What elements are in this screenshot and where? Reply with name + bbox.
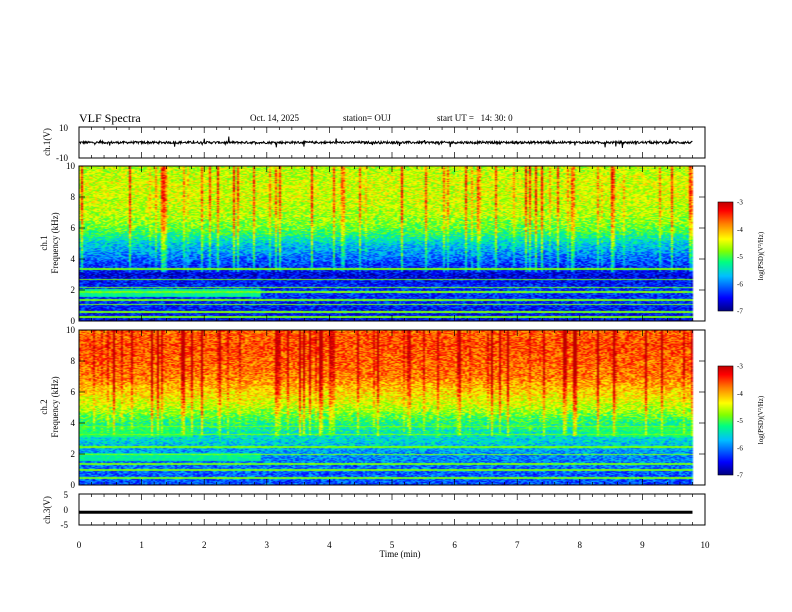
date-label: Oct. 14, 2025 — [250, 113, 299, 123]
frequency-tick-label: 4 — [71, 418, 76, 428]
frequency-tick-label: 0 — [71, 480, 76, 490]
frequency-tick-label: 10 — [66, 325, 76, 335]
colorbar-tick-label: -5 — [737, 253, 743, 261]
ch3-ylabel: ch.3(V) — [42, 496, 52, 524]
colorbar-tick-label: -5 — [737, 417, 743, 425]
colorbar-tick-label: -4 — [737, 390, 743, 398]
ch1-spectrogram-image — [79, 166, 705, 321]
frequency-tick-label: 2 — [71, 285, 76, 295]
ch2-colorbar-label: log(PSD)(V²/Hz) — [757, 395, 765, 444]
ch1-spectrogram-yticks: 0 2 4 6 8 10 — [66, 161, 705, 326]
time-tick-label: 5 — [390, 540, 395, 550]
time-tick-label: 3 — [265, 540, 270, 550]
ch1-colorbar-scale — [717, 201, 734, 312]
frequency-tick-label: 4 — [71, 254, 76, 264]
time-axis-label: Time (min) — [380, 549, 421, 559]
time-axis-tick-labels: 0 1 2 3 4 5 6 7 8 9 10 — [77, 540, 710, 550]
ch1-colorbar-ticks: -3 -4 -5 -6 -7 — [737, 199, 743, 316]
time-tick-label: 0 — [77, 540, 82, 550]
frequency-tick-label: 8 — [71, 356, 76, 366]
colorbar-tick-label: -6 — [737, 444, 743, 452]
ch2-spectrogram-yticks: 0 2 4 6 8 10 — [66, 325, 705, 490]
time-axis-ticks — [78, 127, 706, 525]
ch1-spectrogram-ylabel-2: Frequency (kHz) — [50, 212, 60, 273]
frequency-tick-label: 2 — [71, 449, 76, 459]
ch1-spectrogram-panel: 0 2 4 6 8 10 ch.1 Frequency (kHz) — [39, 161, 706, 326]
ch1-colorbar-label: log(PSD)(V²/Hz) — [757, 231, 765, 280]
ch1-waveform-line — [78, 136, 693, 149]
ch2-spectrogram-panel: 0 2 4 6 8 10 ch.2 Frequency (kHz) — [39, 325, 706, 490]
colorbar-tick-label: -3 — [737, 199, 743, 207]
time-tick-label: 9 — [640, 540, 645, 550]
colorbar-tick-label: -7 — [737, 472, 743, 480]
ch2-colorbar-scale — [717, 365, 734, 476]
frequency-tick-label: 10 — [66, 161, 76, 171]
ch1-spectrogram-ylabel-1: ch.1 — [39, 235, 49, 250]
start-ut-label: start UT = 14: 30: 0 — [437, 113, 513, 123]
ch2-colorbar: -3 -4 -5 -6 -7 log(PSD)(V²/Hz) — [717, 363, 765, 480]
time-tick-label: 10 — [701, 540, 711, 550]
ch3-ytick-bottom: -5 — [61, 520, 69, 530]
ch1-ylabel: ch.1(V) — [42, 128, 52, 156]
ch2-spectrogram-image — [79, 330, 705, 485]
colorbar-tick-label: -3 — [737, 363, 743, 371]
time-tick-label: 1 — [139, 540, 144, 550]
frequency-tick-label: 0 — [71, 316, 76, 326]
time-tick-label: 4 — [327, 540, 332, 550]
ch3-ytick-mid: 0 — [64, 505, 69, 515]
ch2-spectrogram-ylabel-1: ch.2 — [39, 399, 49, 414]
ch2-spectrogram-ylabel-2: Frequency (kHz) — [50, 376, 60, 437]
time-tick-label: 2 — [202, 540, 207, 550]
ch1-ytick-bottom: -10 — [56, 153, 68, 163]
colorbar-tick-label: -6 — [737, 280, 743, 288]
frequency-tick-label: 8 — [71, 192, 76, 202]
ch1-colorbar: -3 -4 -5 -6 -7 log(PSD)(V²/Hz) — [717, 199, 765, 316]
ch3-ytick-top: 5 — [64, 490, 69, 500]
time-tick-label: 8 — [578, 540, 583, 550]
colorbar-tick-label: -4 — [737, 226, 743, 234]
time-tick-label: 6 — [452, 540, 457, 550]
time-tick-label: 7 — [515, 540, 520, 550]
ch2-colorbar-ticks: -3 -4 -5 -6 -7 — [737, 363, 743, 480]
frequency-tick-label: 6 — [71, 387, 76, 397]
ch1-ytick-top: 10 — [59, 123, 69, 133]
station-label: station= OUJ — [343, 113, 391, 123]
ch3-waveform-line — [79, 510, 693, 514]
colorbar-tick-label: -7 — [737, 308, 743, 316]
frequency-tick-label: 6 — [71, 223, 76, 233]
figure-title: VLF Spectra — [79, 111, 141, 125]
